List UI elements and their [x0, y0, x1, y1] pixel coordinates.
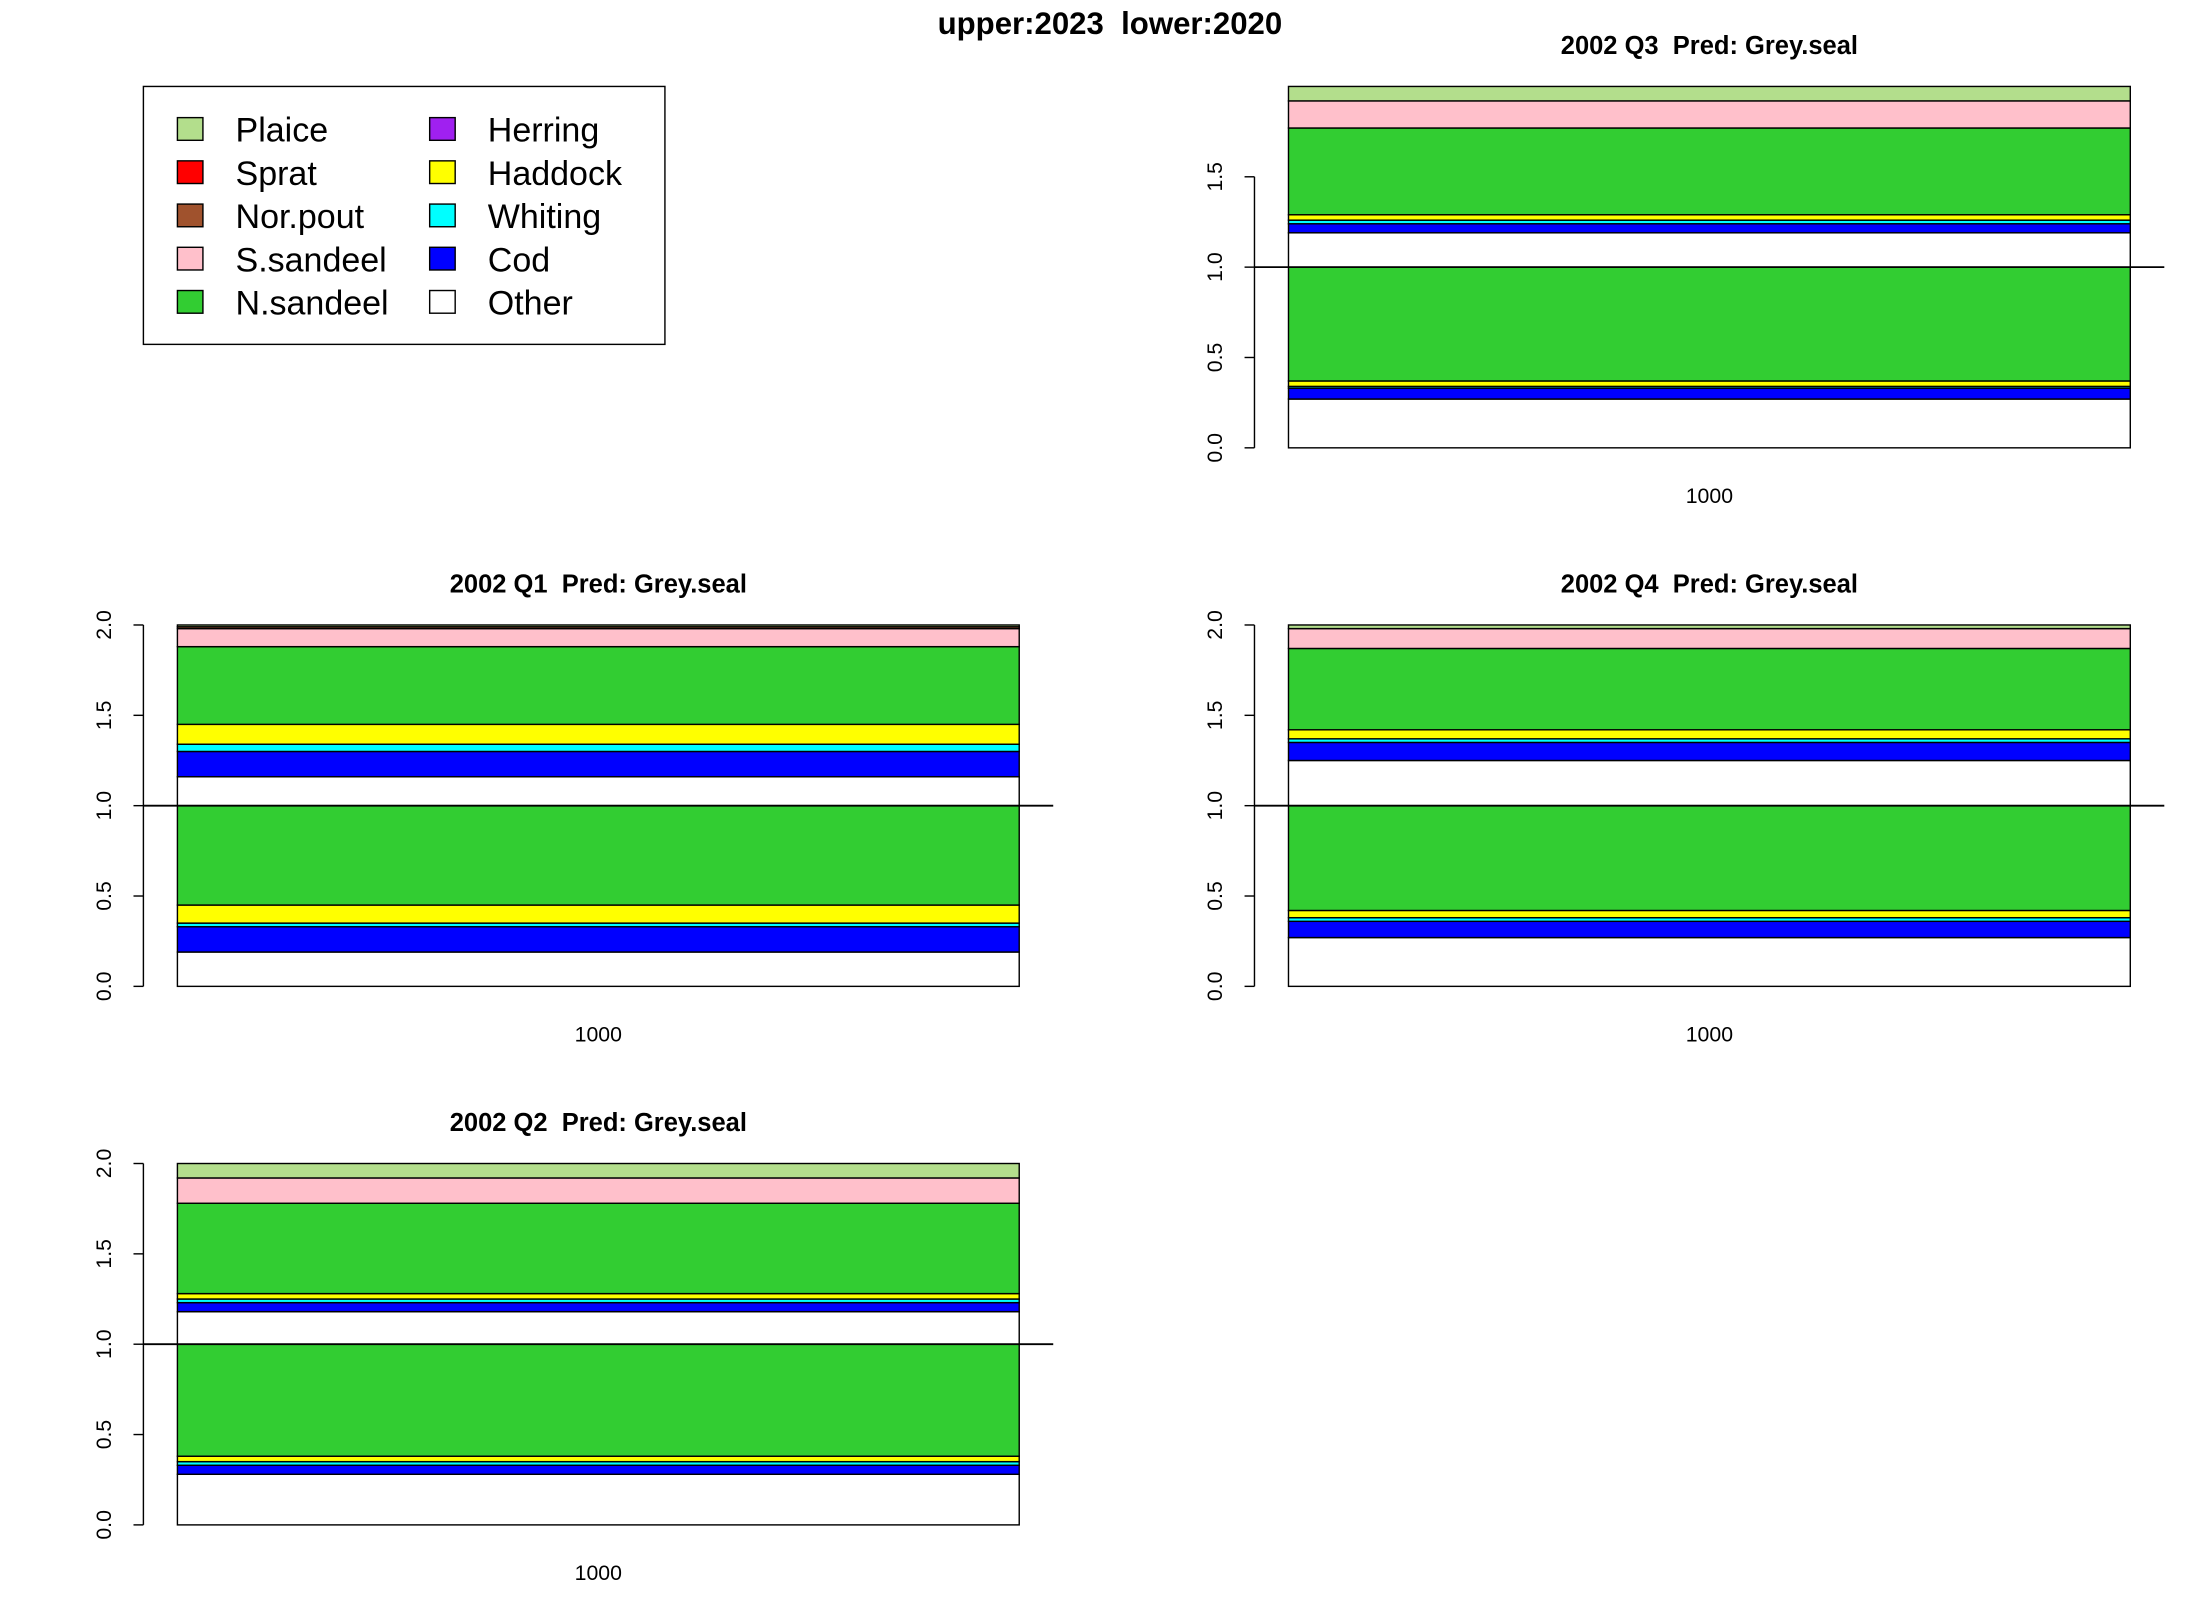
legend-label: Other: [488, 285, 573, 323]
legend-label: N.sandeel: [236, 285, 389, 323]
bar-segment: [176, 804, 1020, 906]
panel-title: 2002 Q1 Pred: Grey.seal: [450, 570, 747, 598]
legend-swatch: [176, 246, 204, 271]
bar-segment: [1287, 380, 2132, 388]
y-tick-label: 1.0: [92, 791, 116, 821]
bar-segment: [176, 1301, 1020, 1313]
legend-label: Whiting: [488, 198, 601, 236]
legend-label: S.sandeel: [236, 241, 387, 279]
bar-segment: [176, 1310, 1020, 1345]
y-tick-label: 2.0: [92, 1149, 116, 1179]
bar-segment: [176, 1292, 1020, 1300]
y-tick-label: 1.5: [1203, 162, 1227, 192]
legend-swatch: [176, 289, 204, 314]
y-tick-label: 1.0: [1203, 791, 1227, 821]
x-tick-label: 1000: [575, 1023, 622, 1047]
y-tick-label: 0.5: [92, 1420, 116, 1450]
y-tick-label: 0.0: [92, 972, 116, 1002]
bar-segment: [176, 1464, 1020, 1476]
bar-segment: [176, 645, 1020, 726]
bar-segment: [176, 926, 1020, 953]
bar-segment: [176, 627, 1020, 648]
bar-segment: [1287, 627, 2132, 650]
legend-label: Haddock: [488, 155, 623, 193]
y-tick-label: 0.0: [1203, 972, 1227, 1002]
legend-swatch: [176, 160, 204, 185]
bar-segment: [176, 1473, 1020, 1526]
y-tick-label: 0.5: [92, 881, 116, 911]
bar-segment: [1287, 729, 2132, 740]
bar-segment: [176, 1162, 1020, 1179]
x-tick-label: 1000: [1686, 484, 1733, 508]
bar-segment: [1287, 647, 2132, 731]
legend-label: Nor.pout: [236, 198, 365, 236]
bar-segment: [176, 1177, 1020, 1204]
y-tick-label: 1.5: [92, 1239, 116, 1269]
y-tick-label: 2.0: [92, 610, 116, 640]
legend-swatch: [428, 246, 456, 271]
y-tick-label: 1.5: [1203, 701, 1227, 731]
legend-label: Herring: [488, 112, 599, 150]
bar-segment: [1287, 214, 2132, 221]
bar-segment: [1287, 936, 2132, 988]
bar-segment: [1287, 266, 2132, 382]
y-tick-label: 1.5: [92, 701, 116, 731]
y-tick-label: 0.0: [1203, 433, 1227, 463]
bar-segment: [1287, 232, 2132, 268]
bar-segment: [176, 723, 1020, 745]
panel-title: 2002 Q4 Pred: Grey.seal: [1561, 570, 1858, 598]
bar-segment: [1287, 920, 2132, 939]
y-tick-label: 1.0: [92, 1329, 116, 1359]
bar-segment: [176, 776, 1020, 807]
bar-segment: [1287, 741, 2132, 762]
legend-label: Plaice: [236, 112, 329, 150]
legend-swatch: [176, 116, 204, 142]
legend-box: [142, 85, 666, 346]
x-tick-label: 1000: [1686, 1023, 1733, 1047]
bar-segment: [176, 624, 1020, 628]
legend-swatch: [428, 160, 456, 185]
legend-swatch: [428, 289, 456, 314]
panel-title: 2002 Q2 Pred: Grey.seal: [450, 1109, 747, 1137]
bar-segment: [176, 1343, 1020, 1457]
y-tick-label: 0.5: [1203, 881, 1227, 911]
bar-segment: [1287, 759, 2132, 807]
legend-swatch: [176, 203, 204, 228]
panel-title: 2002 Q3 Pred: Grey.seal: [1561, 32, 1858, 60]
bar-segment: [176, 904, 1020, 924]
bar-segment: [176, 743, 1020, 753]
figure-title: upper:2023 lower:2020: [938, 6, 1283, 41]
y-tick-label: 2.0: [1203, 610, 1227, 640]
bar-segment: [176, 1202, 1020, 1295]
legend-label: Sprat: [236, 155, 318, 193]
y-tick-label: 0.5: [1203, 343, 1227, 373]
bar-segment: [176, 750, 1020, 778]
bar-segment: [1287, 804, 2132, 912]
bar-segment: [1287, 909, 2132, 919]
bar-segment: [176, 1455, 1020, 1463]
bar-segment: [1287, 223, 2132, 234]
legend-swatch: [428, 203, 456, 228]
bar-segment: [1287, 127, 2132, 216]
bar-segment: [176, 951, 1020, 988]
bar-segment: [1287, 387, 2132, 400]
y-tick-label: 1.0: [1203, 252, 1227, 282]
bar-segment: [1287, 398, 2132, 449]
x-tick-label: 1000: [575, 1561, 622, 1585]
bar-segment: [1287, 85, 2132, 102]
legend-label: Cod: [488, 241, 550, 279]
bar-segment: [1287, 624, 2132, 630]
legend-swatch: [428, 116, 456, 142]
bar-segment: [1287, 100, 2132, 129]
y-tick-label: 0.0: [92, 1510, 116, 1540]
